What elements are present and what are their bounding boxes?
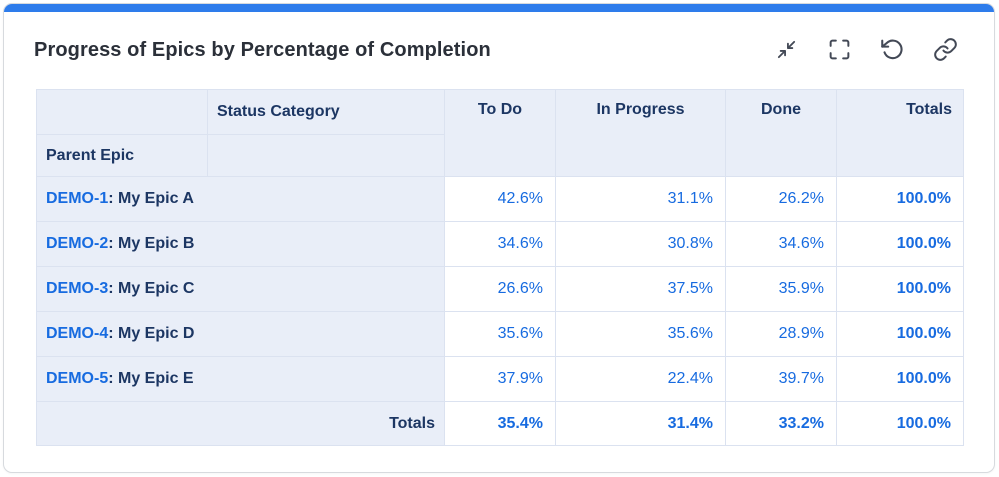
totals-in-progress-cell: 31.4% xyxy=(555,401,726,446)
collapse-button[interactable] xyxy=(773,38,799,64)
table-row: DEMO-2: My Epic B 34.6% 30.8% 34.6% 100.… xyxy=(36,221,964,267)
in-progress-value-cell: 35.6% xyxy=(555,311,726,357)
epic-progress-table: Status Category To Do In Progress Done T… xyxy=(36,89,964,446)
gadget-toolbar xyxy=(773,37,958,65)
table-container: Status Category To Do In Progress Done T… xyxy=(4,89,994,446)
epic-name-cell: DEMO-1: My Epic A xyxy=(36,176,445,222)
corner-header-cell xyxy=(36,89,208,135)
epic-name-cell: DEMO-3: My Epic C xyxy=(36,266,445,312)
table-row: DEMO-3: My Epic C 26.6% 37.5% 35.9% 100.… xyxy=(36,266,964,312)
refresh-button[interactable] xyxy=(879,38,905,64)
in-progress-value-cell: 22.4% xyxy=(555,356,726,402)
epic-name-suffix: : My Epic A xyxy=(108,190,194,207)
epic-key-link[interactable]: DEMO-3 xyxy=(46,280,109,297)
totals-todo-cell: 35.4% xyxy=(444,401,556,446)
totals-row: Totals 35.4% 31.4% 33.2% 100.0% xyxy=(36,401,964,446)
todo-value-cell: 42.6% xyxy=(444,176,556,222)
gadget-header: Progress of Epics by Percentage of Compl… xyxy=(4,12,994,89)
epic-name-cell: DEMO-2: My Epic B xyxy=(36,221,445,267)
column-header-done: Done xyxy=(725,89,837,177)
column-header-in-progress: In Progress xyxy=(555,89,726,177)
epic-name-suffix: : My Epic C xyxy=(108,280,195,297)
epic-key-link[interactable]: DEMO-2 xyxy=(46,235,109,252)
total-value-cell: 100.0% xyxy=(836,176,964,222)
epic-name-suffix: : My Epic D xyxy=(108,325,195,342)
totals-total-cell: 100.0% xyxy=(836,401,964,446)
in-progress-value-cell: 31.1% xyxy=(555,176,726,222)
epic-key-link[interactable]: DEMO-5 xyxy=(46,370,109,387)
totals-done-cell: 33.2% xyxy=(725,401,837,446)
done-value-cell: 34.6% xyxy=(725,221,837,267)
table-row: DEMO-5: My Epic E 37.9% 22.4% 39.7% 100.… xyxy=(36,356,964,402)
todo-value-cell: 37.9% xyxy=(444,356,556,402)
column-header-todo: To Do xyxy=(444,89,556,177)
fullscreen-icon xyxy=(827,37,852,65)
in-progress-value-cell: 30.8% xyxy=(555,221,726,267)
total-value-cell: 100.0% xyxy=(836,266,964,312)
link-button[interactable] xyxy=(932,37,958,65)
in-progress-value-cell: 37.5% xyxy=(555,266,726,312)
total-value-cell: 100.0% xyxy=(836,221,964,267)
collapse-icon xyxy=(775,38,798,64)
epic-name-suffix: : My Epic B xyxy=(108,235,195,252)
done-value-cell: 26.2% xyxy=(725,176,837,222)
epic-name-suffix: : My Epic E xyxy=(108,370,194,387)
todo-value-cell: 35.6% xyxy=(444,311,556,357)
table-row: DEMO-4: My Epic D 35.6% 35.6% 28.9% 100.… xyxy=(36,311,964,357)
epic-key-link[interactable]: DEMO-4 xyxy=(46,325,109,342)
column-header-totals: Totals xyxy=(836,89,964,177)
epic-name-cell: DEMO-5: My Epic E xyxy=(36,356,445,402)
status-category-header: Status Category xyxy=(207,89,445,135)
totals-label-cell: Totals xyxy=(36,401,445,446)
fullscreen-button[interactable] xyxy=(826,38,852,64)
epic-name-cell: DEMO-4: My Epic D xyxy=(36,311,445,357)
done-value-cell: 39.7% xyxy=(725,356,837,402)
epic-key-link[interactable]: DEMO-1 xyxy=(46,190,109,207)
todo-value-cell: 26.6% xyxy=(444,266,556,312)
accent-bar xyxy=(4,4,994,12)
refresh-icon xyxy=(879,36,905,65)
todo-value-cell: 34.6% xyxy=(444,221,556,267)
done-value-cell: 35.9% xyxy=(725,266,837,312)
total-value-cell: 100.0% xyxy=(836,356,964,402)
empty-header-cell xyxy=(207,134,445,177)
total-value-cell: 100.0% xyxy=(836,311,964,357)
done-value-cell: 28.9% xyxy=(725,311,837,357)
table-row: DEMO-1: My Epic A 42.6% 31.1% 26.2% 100.… xyxy=(36,176,964,222)
page-title: Progress of Epics by Percentage of Compl… xyxy=(34,39,491,61)
gadget-card: Progress of Epics by Percentage of Compl… xyxy=(3,3,995,473)
parent-epic-header: Parent Epic xyxy=(36,134,208,177)
link-icon xyxy=(933,37,958,65)
